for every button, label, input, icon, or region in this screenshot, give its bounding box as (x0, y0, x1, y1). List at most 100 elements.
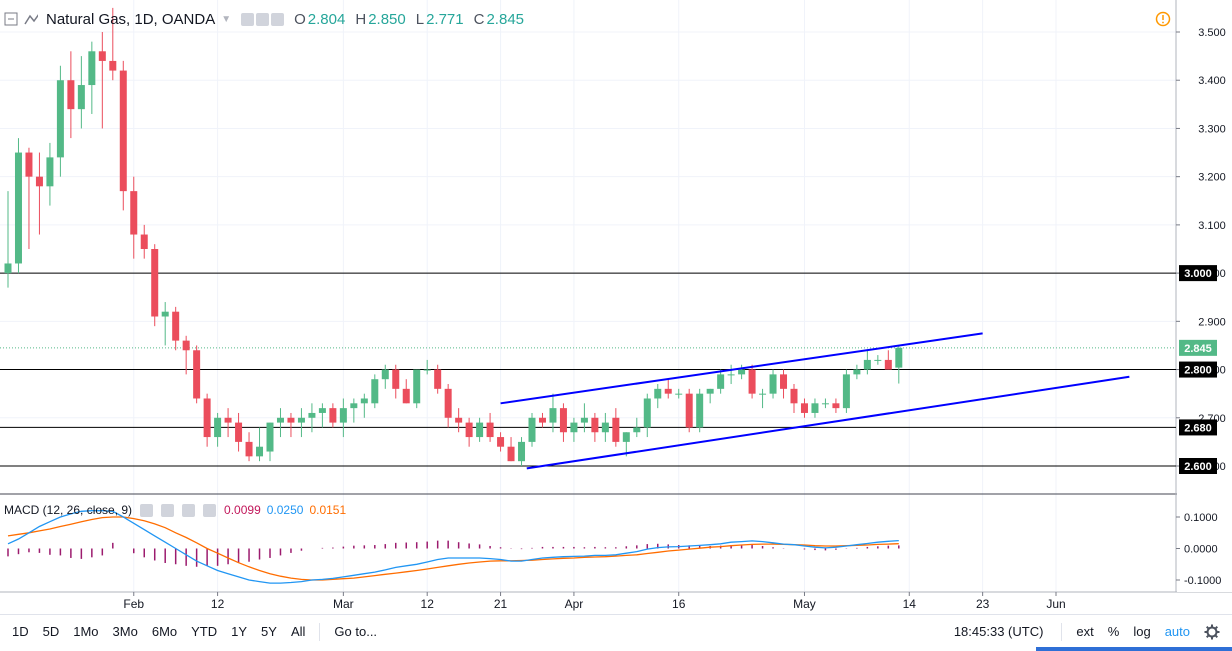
settings-icon[interactable] (241, 12, 255, 26)
candle-body (654, 388, 662, 399)
candle (203, 393, 211, 447)
price-axis[interactable]: 3.500 3.400 3.300 3.200 3.100 3.000 2.900 2.800… (1176, 0, 1232, 592)
candle (392, 364, 400, 399)
candle-body (895, 347, 903, 368)
candle (759, 388, 767, 409)
sparkline-icon (24, 14, 38, 25)
chart-canvas[interactable]: 3.500 3.400 3.300 3.200 3.100 3.000 2.900 2.800… (0, 0, 1232, 614)
candle-body (350, 403, 358, 409)
range-5d-button[interactable]: 5D (42, 624, 60, 639)
plus-icon[interactable] (182, 503, 196, 517)
macd-tick-label: 0.0000 (1184, 544, 1218, 556)
candle-body (371, 379, 379, 404)
candle-body (161, 311, 169, 317)
time-tick-label: 12 (421, 597, 435, 611)
gear-icon[interactable] (1204, 624, 1220, 640)
range-6mo-button[interactable]: 6Mo (151, 624, 178, 639)
candle (706, 388, 714, 404)
add-icon[interactable] (271, 12, 285, 26)
candle (643, 393, 651, 438)
range-5y-button[interactable]: 5Y (261, 624, 277, 639)
candle-body (528, 417, 536, 442)
candle (465, 417, 473, 447)
chevron-down-icon[interactable]: ▼ (221, 13, 232, 25)
macd-signal-value: 0.0151 (309, 503, 347, 517)
log-button[interactable]: log (1133, 624, 1151, 639)
candle-body (570, 422, 578, 433)
candle-body (884, 359, 892, 370)
bottom-toolbar: 1D 5D 1Mo 3Mo 6Mo YTD 1Y 5Y All Go to...… (0, 614, 1232, 648)
candle (423, 359, 431, 375)
candle-body (381, 369, 389, 380)
auto-button[interactable]: auto (1164, 624, 1190, 639)
candle-body (339, 408, 347, 423)
candle (235, 412, 243, 452)
range-ytd-button[interactable]: YTD (191, 624, 218, 639)
goto-button[interactable]: Go to... (334, 624, 378, 639)
macd-title[interactable]: MACD (12, 26, close, 9) (4, 503, 133, 517)
candle (842, 369, 850, 413)
time-axis[interactable]: Feb 12 Mar 12 21 Apr 16 May 14 23 Jun (123, 592, 1066, 611)
candle-body (685, 393, 693, 428)
candle (559, 403, 567, 442)
candle (874, 355, 882, 365)
candle-body (402, 388, 410, 404)
alert-icon[interactable] (1155, 11, 1171, 27)
range-1mo-button[interactable]: 1Mo (73, 624, 99, 639)
time-tick-label: 23 (976, 597, 990, 611)
candle-body (633, 427, 641, 433)
candle-body (591, 417, 599, 433)
candle-body (476, 422, 484, 438)
open-value: 2.804 (307, 10, 346, 28)
candle (193, 345, 201, 404)
macd-tick-label: -0.1000 (1184, 575, 1221, 587)
macd-tick-label: 0.1000 (1184, 512, 1218, 524)
candle-body (717, 374, 725, 389)
candle-body (297, 417, 305, 423)
candle (633, 417, 641, 438)
candle (224, 408, 232, 438)
candle (130, 176, 138, 259)
ext-button[interactable]: ext (1076, 624, 1094, 639)
candle-body (392, 369, 400, 389)
candle-body (853, 369, 861, 375)
candle-body (455, 417, 463, 423)
eye-icon[interactable] (140, 503, 154, 517)
candle (717, 369, 725, 394)
range-3mo-button[interactable]: 3Mo (112, 624, 138, 639)
candle (821, 398, 829, 409)
gear-icon[interactable] (161, 503, 175, 517)
settings-icon-2[interactable] (256, 12, 270, 26)
trendline[interactable] (526, 375, 1130, 470)
candle (444, 384, 452, 428)
collapse-icon[interactable] (4, 12, 18, 26)
candle-body (727, 374, 735, 376)
candle-body (580, 417, 588, 423)
candle (214, 412, 222, 447)
percent-button[interactable]: % (1107, 624, 1120, 639)
trendlines[interactable] (500, 332, 1130, 470)
price-tick-label: 2.900 (1198, 316, 1226, 328)
range-all-button[interactable]: All (290, 624, 306, 639)
symbol-title[interactable]: Natural Gas, 1D, OANDA (46, 10, 216, 28)
candle-body (559, 408, 567, 433)
low-label: L (415, 10, 425, 28)
candle (25, 147, 33, 249)
price-badge (1179, 458, 1217, 474)
candle-body (25, 152, 33, 177)
candle (371, 374, 379, 409)
close-value: 2.845 (486, 10, 525, 28)
candle-body (360, 398, 368, 404)
candle-body (518, 441, 526, 462)
time-tick-label: Feb (123, 597, 144, 611)
candle (549, 393, 557, 433)
range-1y-button[interactable]: 1Y (231, 624, 248, 639)
candle-body (706, 388, 714, 394)
close-icon[interactable] (203, 503, 217, 517)
trendline[interactable] (500, 332, 983, 405)
price-tick-label: 3.500 (1198, 27, 1226, 39)
candle-body (318, 408, 326, 413)
range-1d-button[interactable]: 1D (12, 624, 29, 639)
candle-body (832, 403, 840, 409)
